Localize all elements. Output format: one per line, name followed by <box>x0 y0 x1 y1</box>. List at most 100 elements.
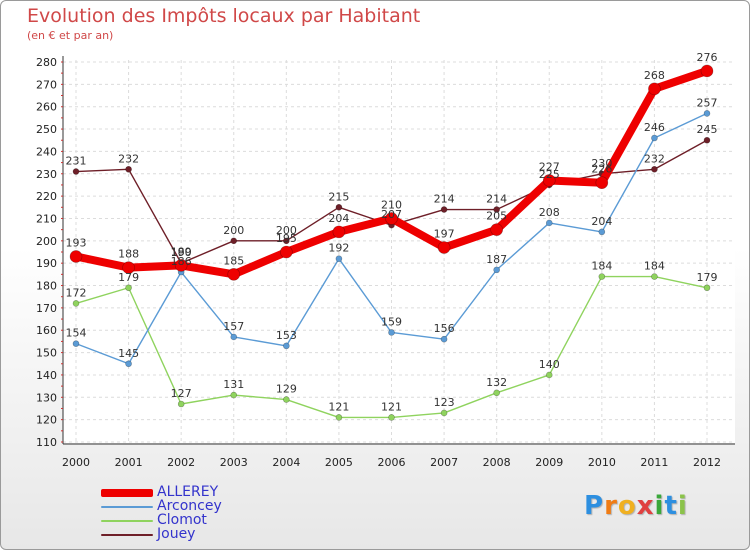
x-tick-label: 2004 <box>272 456 300 469</box>
data-label-clomot: 179 <box>118 271 139 284</box>
data-label-clomot: 121 <box>328 400 349 413</box>
data-label-clomot: 184 <box>644 260 665 273</box>
legend-label: Arconcey <box>157 498 222 514</box>
data-point-clomot <box>335 414 343 421</box>
data-point-allerey <box>69 250 83 263</box>
legend-swatch-allerey <box>101 489 153 497</box>
data-label-arconcey: 208 <box>539 206 560 219</box>
data-label-allerey: 188 <box>118 248 139 261</box>
data-point-jouey <box>335 203 343 211</box>
y-tick-label: 260 <box>36 101 57 114</box>
data-label-allerey: 185 <box>223 254 244 267</box>
data-point-allerey <box>280 245 293 259</box>
data-point-arconcey <box>388 329 395 336</box>
data-point-arconcey <box>598 228 606 236</box>
x-tick-label: 2000 <box>62 456 90 469</box>
data-point-allerey <box>437 241 451 254</box>
proxiti-logo: Proxiti <box>584 491 688 521</box>
chart-title: Evolution des Impôts locaux par Habitant <box>27 5 421 27</box>
data-label-clomot: 131 <box>223 378 244 391</box>
data-point-clomot <box>703 284 711 292</box>
legend: ALLEREY Arconcey Clomot Jouey <box>101 484 301 542</box>
x-tick-label: 2005 <box>325 456 353 469</box>
x-tick-label: 2008 <box>483 456 511 469</box>
data-point-clomot <box>177 400 185 408</box>
data-label-jouey: 232 <box>118 152 139 165</box>
logo-letter: t <box>664 491 678 521</box>
data-point-allerey <box>174 259 188 272</box>
data-label-jouey: 225 <box>539 168 560 181</box>
y-tick-label: 250 <box>36 123 57 136</box>
x-tick-label: 2006 <box>378 456 406 469</box>
data-point-clomot <box>388 414 395 421</box>
y-tick-label: 210 <box>36 212 57 225</box>
data-point-arconcey <box>230 333 238 341</box>
legend-item-clomot: Clomot <box>101 512 301 528</box>
data-point-jouey <box>125 165 132 173</box>
data-label-jouey: 200 <box>223 224 244 237</box>
data-label-allerey: 226 <box>591 163 612 176</box>
data-point-arconcey <box>283 342 290 350</box>
y-tick-label: 270 <box>36 78 57 91</box>
data-point-jouey <box>440 206 448 213</box>
y-tick-label: 190 <box>36 257 57 270</box>
data-label-jouey: 214 <box>486 193 507 206</box>
data-point-jouey <box>72 168 80 175</box>
data-point-allerey <box>700 64 714 78</box>
data-point-jouey <box>493 206 500 213</box>
data-point-clomot <box>598 273 606 280</box>
data-label-arconcey: 157 <box>223 320 244 333</box>
data-label-jouey: 245 <box>697 123 718 136</box>
x-tick-label: 2010 <box>588 456 616 469</box>
data-label-allerey: 197 <box>434 228 455 241</box>
data-point-allerey <box>332 225 346 239</box>
data-point-clomot <box>440 409 448 417</box>
data-label-arconcey: 186 <box>171 255 192 268</box>
data-label-allerey: 205 <box>486 210 507 223</box>
data-point-clomot <box>72 300 80 307</box>
logo-letter: P <box>584 491 605 521</box>
data-label-arconcey: 192 <box>328 242 349 255</box>
x-tick-label: 2012 <box>693 456 721 469</box>
logo-letter: i <box>654 491 665 521</box>
data-label-clomot: 179 <box>697 271 718 284</box>
data-label-clomot: 127 <box>171 387 192 400</box>
legend-swatch-arconcey <box>101 506 153 508</box>
x-tick-label: 2002 <box>167 456 195 469</box>
data-point-arconcey <box>440 335 448 343</box>
x-tick-label: 2007 <box>430 456 458 469</box>
y-tick-label: 240 <box>36 145 57 158</box>
legend-label: Jouey <box>157 526 196 542</box>
data-label-allerey: 193 <box>66 236 87 249</box>
data-point-allerey <box>227 268 241 281</box>
y-tick-label: 220 <box>36 190 57 203</box>
data-label-clomot: 132 <box>486 376 507 389</box>
data-label-jouey: 231 <box>66 155 87 168</box>
data-label-arconcey: 159 <box>381 315 402 328</box>
data-label-jouey: 215 <box>328 190 349 203</box>
data-point-clomot <box>493 389 500 397</box>
y-tick-label: 200 <box>36 235 57 248</box>
data-point-allerey <box>648 82 661 96</box>
y-tick-label: 170 <box>36 302 57 315</box>
data-label-arconcey: 204 <box>591 215 612 228</box>
chart-subtitle: (en € et par an) <box>27 29 114 42</box>
data-label-arconcey: 156 <box>434 322 455 335</box>
data-point-jouey <box>651 165 658 173</box>
data-label-clomot: 184 <box>591 260 612 273</box>
data-label-jouey: 190 <box>171 246 192 259</box>
data-point-arconcey <box>125 360 132 368</box>
data-point-clomot <box>283 396 290 403</box>
logo-letter: i <box>677 491 688 521</box>
x-tick-label: 2011 <box>640 456 668 469</box>
data-label-jouey: 214 <box>434 193 455 206</box>
data-label-arconcey: 145 <box>118 347 139 360</box>
data-point-allerey <box>385 212 398 225</box>
data-label-allerey: 227 <box>539 160 560 173</box>
data-label-arconcey: 246 <box>644 121 665 134</box>
data-point-clomot <box>651 273 658 280</box>
y-tick-label: 110 <box>36 436 57 449</box>
y-tick-label: 280 <box>36 56 57 69</box>
legend-label: ALLEREY <box>157 484 219 500</box>
